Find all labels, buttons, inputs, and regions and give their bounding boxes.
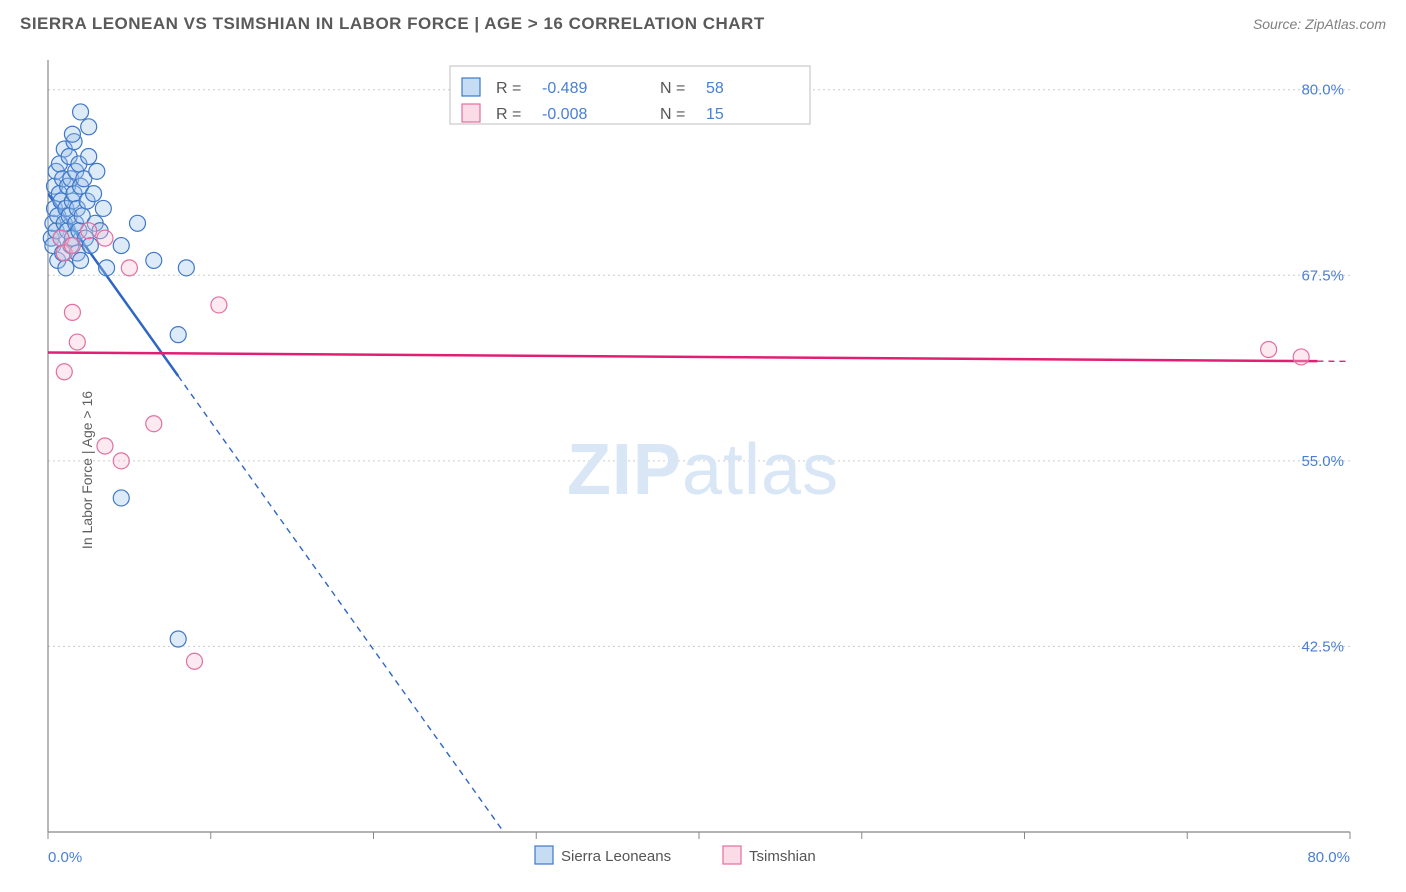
y-tick-label: 80.0% <box>1301 82 1344 99</box>
chart-container: In Labor Force | Age > 16 ZIPatlas 0.0%8… <box>0 48 1406 892</box>
data-point <box>58 260 74 276</box>
data-point <box>1261 342 1277 358</box>
legend-swatch <box>462 78 480 96</box>
x-tick-label: 0.0% <box>48 849 82 866</box>
data-point <box>69 334 85 350</box>
data-point <box>146 252 162 268</box>
regression-line <box>48 352 1317 361</box>
data-point <box>73 104 89 120</box>
bottom-legend-label: Tsimshian <box>749 848 816 865</box>
data-point <box>64 238 80 254</box>
legend-r-val: -0.489 <box>542 80 587 97</box>
legend-n-key: N = <box>660 80 685 97</box>
y-axis-label: In Labor Force | Age > 16 <box>79 391 95 549</box>
data-point <box>170 327 186 343</box>
legend-swatch <box>462 104 480 122</box>
data-point <box>86 186 102 202</box>
y-tick-label: 67.5% <box>1301 267 1344 284</box>
bottom-legend-label: Sierra Leoneans <box>561 848 671 865</box>
data-point <box>81 149 97 165</box>
data-point <box>113 238 129 254</box>
regression-extrapolation <box>178 376 504 832</box>
bottom-legend-swatch <box>535 846 553 864</box>
data-point <box>99 260 115 276</box>
data-point <box>97 230 113 246</box>
legend-r-val: -0.008 <box>542 106 587 123</box>
legend-n-key: N = <box>660 106 685 123</box>
data-point <box>211 297 227 313</box>
chart-header: SIERRA LEONEAN VS TSIMSHIAN IN LABOR FOR… <box>0 0 1406 48</box>
data-point <box>73 252 89 268</box>
data-point <box>95 200 111 216</box>
scatter-chart: 0.0% 80.0% 42.5% 55.0% 67.5% 80.0% R = -0.489 N … <box>0 48 1406 892</box>
legend-r-key: R = <box>496 80 521 97</box>
data-point <box>97 438 113 454</box>
data-point <box>81 119 97 135</box>
data-point <box>1293 349 1309 365</box>
legend-r-key: R = <box>496 106 521 123</box>
data-point <box>113 490 129 506</box>
legend-n-val: 58 <box>706 80 724 97</box>
data-point <box>89 163 105 179</box>
data-point <box>130 215 146 231</box>
x-tick-label: 80.0% <box>1307 849 1350 866</box>
data-point <box>178 260 194 276</box>
data-point <box>146 416 162 432</box>
data-point <box>82 238 98 254</box>
data-point <box>186 653 202 669</box>
bottom-legend-swatch <box>723 846 741 864</box>
chart-title: SIERRA LEONEAN VS TSIMSHIAN IN LABOR FOR… <box>20 14 765 34</box>
data-point <box>64 126 80 142</box>
data-point <box>121 260 137 276</box>
chart-source: Source: ZipAtlas.com <box>1253 16 1386 32</box>
data-point <box>113 453 129 469</box>
y-tick-label: 55.0% <box>1301 453 1344 470</box>
data-point <box>56 364 72 380</box>
y-tick-label: 42.5% <box>1301 638 1344 655</box>
data-point <box>64 304 80 320</box>
legend-n-val: 15 <box>706 106 724 123</box>
data-point <box>81 223 97 239</box>
data-point <box>170 631 186 647</box>
